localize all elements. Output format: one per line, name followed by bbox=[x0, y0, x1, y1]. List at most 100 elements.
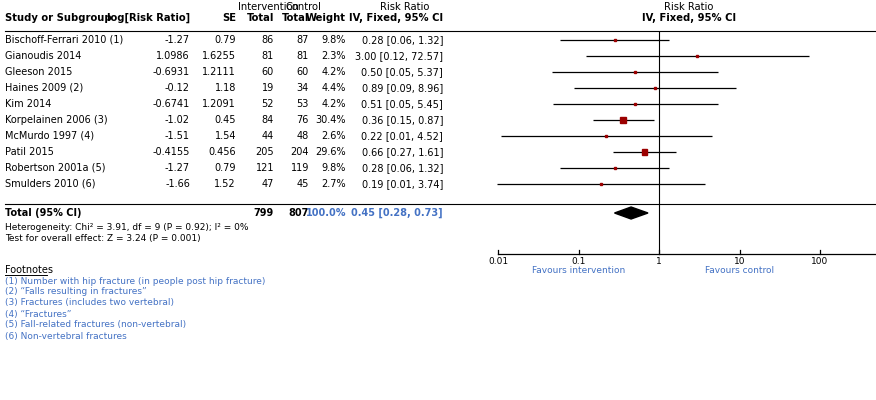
Text: 34: 34 bbox=[297, 83, 309, 93]
Text: 86: 86 bbox=[262, 35, 274, 45]
Bar bbox=[634, 103, 637, 105]
Text: 45: 45 bbox=[297, 179, 309, 189]
Text: 1.2091: 1.2091 bbox=[202, 99, 236, 109]
Text: 0.50 [0.05, 5.37]: 0.50 [0.05, 5.37] bbox=[361, 67, 443, 77]
Text: 799: 799 bbox=[254, 208, 274, 218]
Text: 48: 48 bbox=[297, 131, 309, 141]
Text: Risk Ratio: Risk Ratio bbox=[664, 2, 714, 12]
Bar bbox=[600, 183, 602, 185]
Text: 4.4%: 4.4% bbox=[321, 83, 346, 93]
Bar bbox=[653, 87, 656, 89]
Text: 0.45: 0.45 bbox=[215, 115, 236, 125]
Text: -1.27: -1.27 bbox=[165, 35, 190, 45]
Text: Bischoff-Ferrari 2010 (1): Bischoff-Ferrari 2010 (1) bbox=[5, 35, 124, 45]
Text: 60: 60 bbox=[297, 67, 309, 77]
Text: 10: 10 bbox=[734, 257, 745, 266]
Text: 2.7%: 2.7% bbox=[321, 179, 346, 189]
Text: 0.456: 0.456 bbox=[208, 147, 236, 157]
Text: 30.4%: 30.4% bbox=[315, 115, 346, 125]
Text: -0.4155: -0.4155 bbox=[152, 147, 190, 157]
Text: Gleeson 2015: Gleeson 2015 bbox=[5, 67, 73, 77]
Text: Total: Total bbox=[281, 13, 309, 23]
Text: -1.51: -1.51 bbox=[165, 131, 190, 141]
Text: 47: 47 bbox=[262, 179, 274, 189]
Text: 81: 81 bbox=[262, 51, 274, 61]
Text: 53: 53 bbox=[297, 99, 309, 109]
Text: 0.19 [0.01, 3.74]: 0.19 [0.01, 3.74] bbox=[362, 179, 443, 189]
Text: 0.22 [0.01, 4.52]: 0.22 [0.01, 4.52] bbox=[361, 131, 443, 141]
Bar bbox=[633, 71, 636, 73]
Text: 1.54: 1.54 bbox=[215, 131, 236, 141]
Bar bbox=[605, 135, 607, 137]
Text: 0.01: 0.01 bbox=[488, 257, 508, 266]
Text: 0.89 [0.09, 8.96]: 0.89 [0.09, 8.96] bbox=[362, 83, 443, 93]
Text: -1.27: -1.27 bbox=[165, 163, 190, 173]
Text: 0.28 [0.06, 1.32]: 0.28 [0.06, 1.32] bbox=[362, 35, 443, 45]
Text: 60: 60 bbox=[262, 67, 274, 77]
Text: 0.79: 0.79 bbox=[215, 35, 236, 45]
Text: (4) “Fractures”: (4) “Fractures” bbox=[5, 310, 71, 318]
Text: Intervention: Intervention bbox=[237, 2, 299, 12]
Text: 0.28 [0.06, 1.32]: 0.28 [0.06, 1.32] bbox=[362, 163, 443, 173]
Text: (6) Non-vertebral fractures: (6) Non-vertebral fractures bbox=[5, 332, 127, 340]
Text: 9.8%: 9.8% bbox=[321, 35, 346, 45]
Text: Footnotes: Footnotes bbox=[5, 265, 53, 275]
Text: 52: 52 bbox=[262, 99, 274, 109]
Text: Control: Control bbox=[285, 2, 321, 12]
Text: 2.3%: 2.3% bbox=[321, 51, 346, 61]
Text: 1.2111: 1.2111 bbox=[202, 67, 236, 77]
Text: Total: Total bbox=[247, 13, 274, 23]
Text: log[Risk Ratio]: log[Risk Ratio] bbox=[107, 13, 190, 23]
Text: (3) Fractures (includes two vertebral): (3) Fractures (includes two vertebral) bbox=[5, 298, 174, 308]
Text: (1) Number with hip fracture (in people post hip fracture): (1) Number with hip fracture (in people … bbox=[5, 276, 265, 286]
Polygon shape bbox=[614, 207, 648, 219]
Text: 1.18: 1.18 bbox=[215, 83, 236, 93]
Text: 1.52: 1.52 bbox=[215, 179, 236, 189]
Text: -0.6741: -0.6741 bbox=[152, 99, 190, 109]
Text: 3.00 [0.12, 72.57]: 3.00 [0.12, 72.57] bbox=[355, 51, 443, 61]
Text: 19: 19 bbox=[262, 83, 274, 93]
Bar bbox=[641, 149, 647, 155]
Text: 84: 84 bbox=[262, 115, 274, 125]
Text: 2.6%: 2.6% bbox=[321, 131, 346, 141]
Text: 44: 44 bbox=[262, 131, 274, 141]
Text: Gianoudis 2014: Gianoudis 2014 bbox=[5, 51, 81, 61]
Text: Heterogeneity: Chi² = 3.91, df = 9 (P = 0.92); I² = 0%: Heterogeneity: Chi² = 3.91, df = 9 (P = … bbox=[5, 222, 249, 232]
Text: 1.0986: 1.0986 bbox=[157, 51, 190, 61]
Text: Kim 2014: Kim 2014 bbox=[5, 99, 52, 109]
Bar bbox=[696, 55, 698, 57]
Text: 119: 119 bbox=[291, 163, 309, 173]
Text: Risk Ratio: Risk Ratio bbox=[380, 2, 430, 12]
Text: 4.2%: 4.2% bbox=[321, 67, 346, 77]
Text: 0.36 [0.15, 0.87]: 0.36 [0.15, 0.87] bbox=[362, 115, 443, 125]
Text: 1.6255: 1.6255 bbox=[202, 51, 236, 61]
Text: 87: 87 bbox=[297, 35, 309, 45]
Text: Study or Subgroup: Study or Subgroup bbox=[5, 13, 111, 23]
Text: Robertson 2001a (5): Robertson 2001a (5) bbox=[5, 163, 105, 173]
Text: Favours intervention: Favours intervention bbox=[532, 266, 625, 275]
Text: 121: 121 bbox=[256, 163, 274, 173]
Text: -0.6931: -0.6931 bbox=[153, 67, 190, 77]
Text: McMurdo 1997 (4): McMurdo 1997 (4) bbox=[5, 131, 94, 141]
Text: Korpelainen 2006 (3): Korpelainen 2006 (3) bbox=[5, 115, 108, 125]
Bar bbox=[613, 39, 616, 41]
Text: Weight: Weight bbox=[306, 13, 346, 23]
Text: 76: 76 bbox=[297, 115, 309, 125]
Text: 4.2%: 4.2% bbox=[321, 99, 346, 109]
Text: 0.79: 0.79 bbox=[215, 163, 236, 173]
Text: -1.02: -1.02 bbox=[165, 115, 190, 125]
Text: Smulders 2010 (6): Smulders 2010 (6) bbox=[5, 179, 95, 189]
Text: Total (95% CI): Total (95% CI) bbox=[5, 208, 81, 218]
Text: Test for overall effect: Z = 3.24 (P = 0.001): Test for overall effect: Z = 3.24 (P = 0… bbox=[5, 234, 201, 242]
Text: Favours control: Favours control bbox=[705, 266, 774, 275]
Text: 204: 204 bbox=[291, 147, 309, 157]
Text: -0.12: -0.12 bbox=[165, 83, 190, 93]
Text: 0.45 [0.28, 0.73]: 0.45 [0.28, 0.73] bbox=[351, 208, 443, 218]
Text: Haines 2009 (2): Haines 2009 (2) bbox=[5, 83, 83, 93]
Text: (5) Fall-related fractures (non-vertebral): (5) Fall-related fractures (non-vertebra… bbox=[5, 320, 186, 330]
Text: 0.1: 0.1 bbox=[571, 257, 586, 266]
Text: SE: SE bbox=[222, 13, 236, 23]
Text: 807: 807 bbox=[288, 208, 309, 218]
Bar bbox=[613, 167, 616, 169]
Text: 9.8%: 9.8% bbox=[321, 163, 346, 173]
